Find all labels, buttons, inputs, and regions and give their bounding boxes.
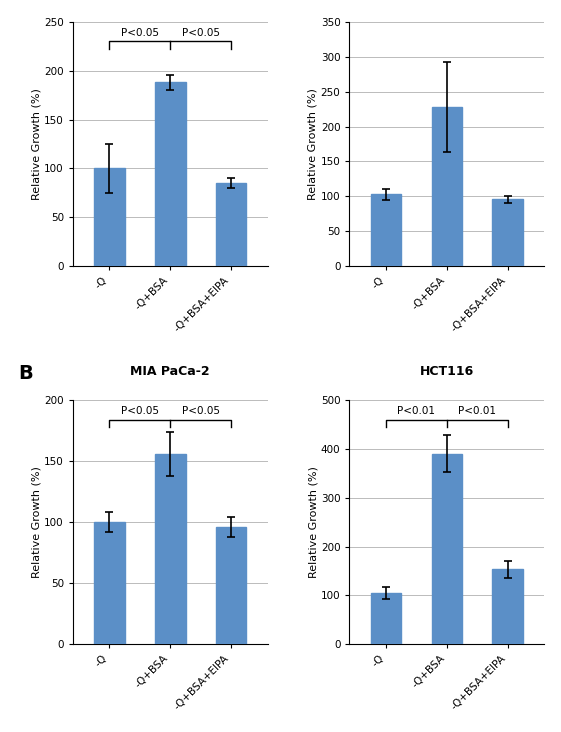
Text: B: B <box>19 364 33 383</box>
Y-axis label: Relative Growth (%): Relative Growth (%) <box>31 88 42 200</box>
Title: MIA PaCa-2: MIA PaCa-2 <box>131 365 210 378</box>
Text: P<0.05: P<0.05 <box>182 406 220 416</box>
Text: P<0.05: P<0.05 <box>182 28 220 38</box>
Bar <box>216 527 246 644</box>
Text: P<0.05: P<0.05 <box>121 28 159 38</box>
Y-axis label: Relative Growth (%): Relative Growth (%) <box>308 466 318 578</box>
Bar <box>94 168 125 266</box>
Text: A: A <box>19 0 34 4</box>
Text: P<0.01: P<0.01 <box>397 406 435 416</box>
Bar <box>431 454 462 644</box>
Bar <box>155 454 186 644</box>
Text: P<0.05: P<0.05 <box>121 406 159 416</box>
Y-axis label: Relative Growth (%): Relative Growth (%) <box>308 88 318 200</box>
Text: P<0.01: P<0.01 <box>458 406 496 416</box>
Title: HCT116: HCT116 <box>420 365 474 378</box>
Bar <box>431 107 462 266</box>
Bar <box>493 569 523 644</box>
Bar <box>371 194 401 266</box>
Bar <box>216 183 246 266</box>
Bar <box>371 593 401 644</box>
Bar <box>94 522 125 644</box>
Bar <box>155 83 186 266</box>
Y-axis label: Relative Growth (%): Relative Growth (%) <box>31 466 42 578</box>
Bar <box>493 199 523 266</box>
